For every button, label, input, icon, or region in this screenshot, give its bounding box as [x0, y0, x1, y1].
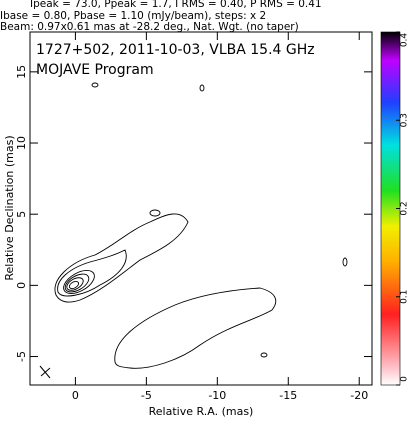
- x-tick-label: -20: [350, 389, 368, 402]
- y-tick-label: 0: [15, 282, 28, 289]
- y-axis-label: Relative Declination (mas): [3, 135, 16, 280]
- contour: [343, 258, 347, 266]
- y-tick-label: 10: [15, 136, 28, 150]
- header-line: Beam: 0.97x0.61 mas at -28.2 deg., Nat. …: [0, 21, 299, 33]
- contour: [115, 288, 276, 368]
- contour: [200, 85, 204, 91]
- contour: [55, 214, 188, 302]
- y-tick-label: -5: [15, 351, 28, 362]
- x-tick-label: -5: [141, 389, 152, 402]
- colorbar-tick-label: 0.1: [400, 290, 409, 304]
- x-tick-label: -15: [279, 389, 297, 402]
- colorbar-tick-label: 0.2: [400, 201, 409, 215]
- x-tick-label: 0: [72, 389, 79, 402]
- contour: [261, 353, 267, 357]
- contour: [150, 210, 160, 216]
- colorbar-tick-label: 0: [400, 376, 409, 382]
- beam: [40, 366, 50, 378]
- x-tick-label: -10: [208, 389, 226, 402]
- colorbar-tick-label: 0.3: [400, 113, 409, 127]
- contour: [92, 83, 98, 87]
- header-line: Ipeak = 73.0, Ppeak = 1.7, I RMS = 0.40,…: [30, 0, 322, 10]
- y-tick-label: 5: [15, 211, 28, 218]
- x-axis-label: Relative R.A. (mas): [149, 405, 254, 418]
- chart-subtitle: MOJAVE Program: [36, 62, 154, 78]
- contours: [55, 83, 347, 368]
- colorbar-tick-label: 0.4: [400, 33, 409, 48]
- chart-title: 1727+502, 2011-10-03, VLBA 15.4 GHz: [36, 42, 315, 58]
- y-tick-label: 15: [15, 65, 28, 79]
